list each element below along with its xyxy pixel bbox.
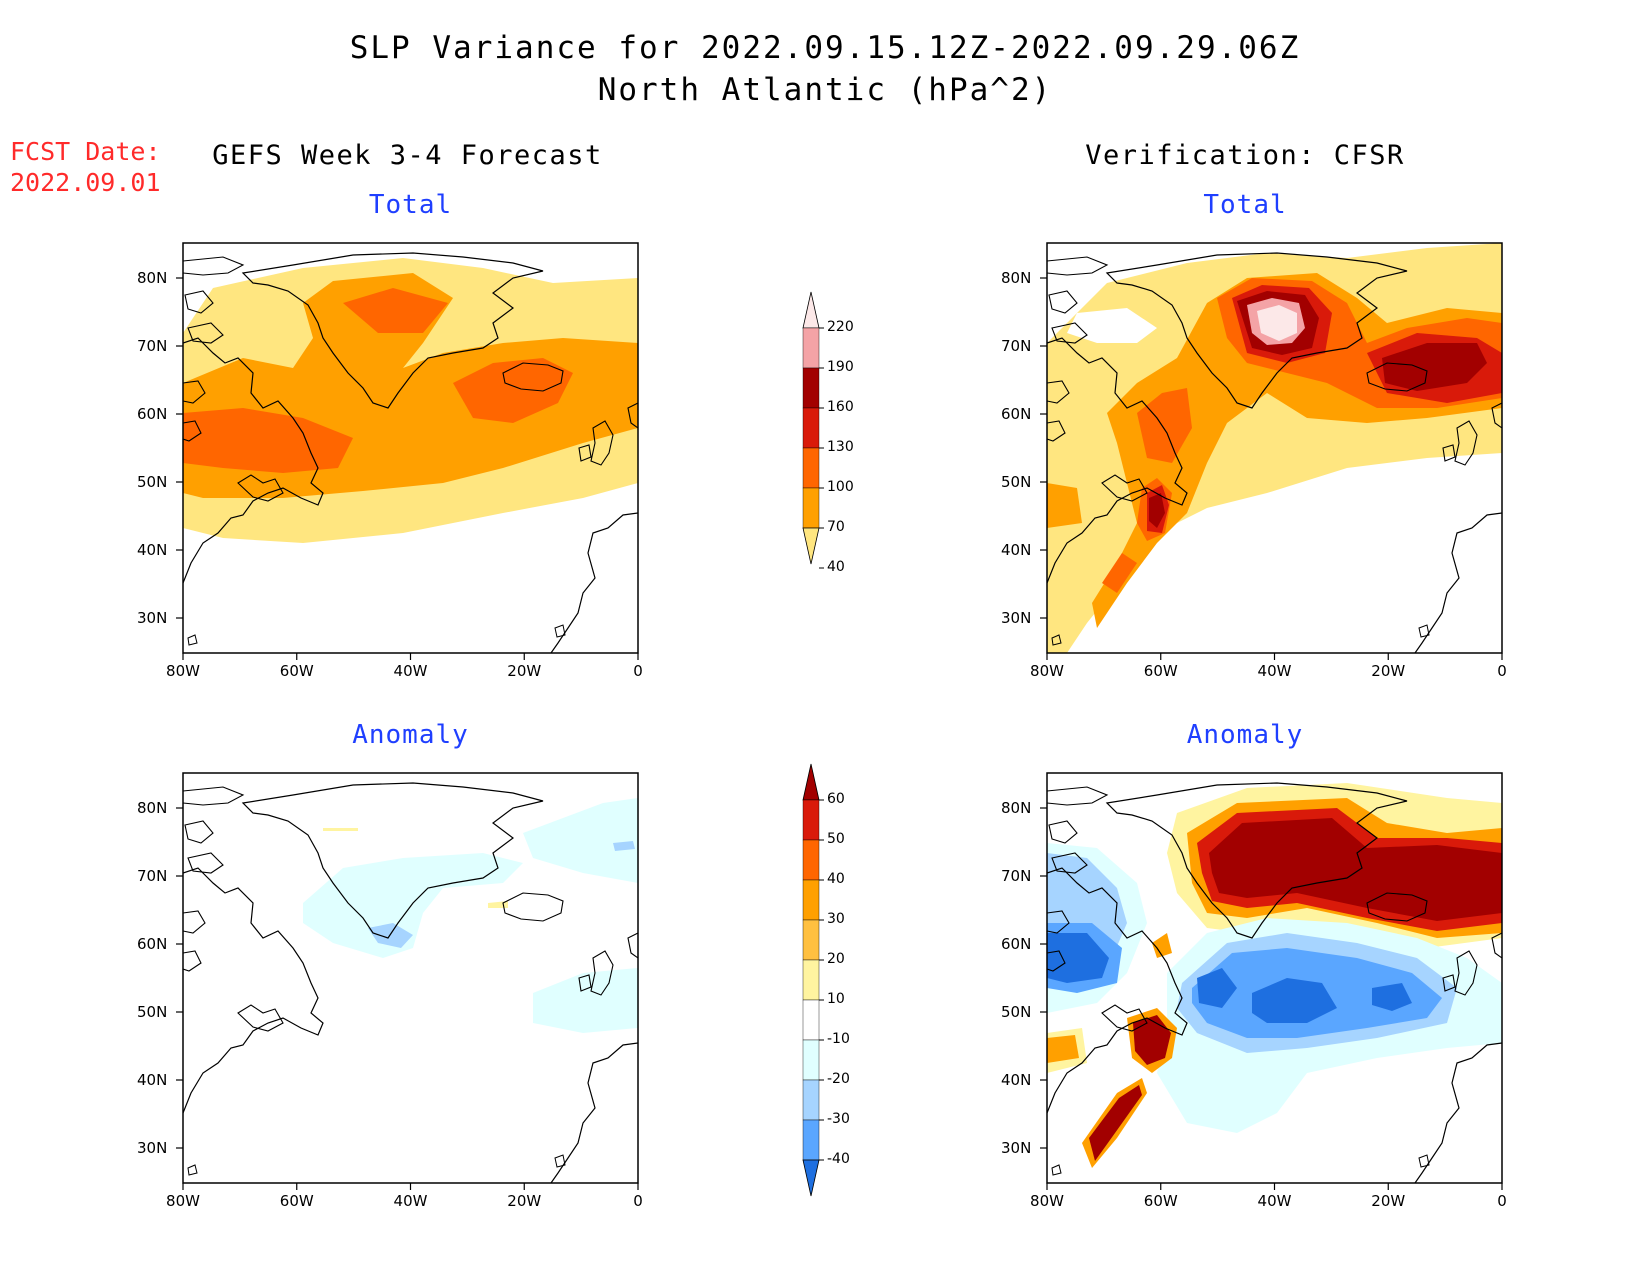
lat-tick-label: 80N: [1001, 799, 1032, 817]
lat-tick-label: 30N: [137, 1139, 168, 1157]
main-subtitle: North Atlantic (hPa^2): [597, 72, 1053, 108]
lat-tick-label: 60N: [1001, 405, 1032, 423]
left-column-header: GEFS Week 3-4 Forecast: [212, 140, 603, 171]
colorbar-total: [802, 291, 824, 569]
lat-tick-label: 40N: [1001, 1071, 1032, 1089]
lat-tick-label: 80N: [137, 799, 168, 817]
colorbar-label: 190: [827, 359, 854, 375]
colorbar-top-arrow: [802, 291, 820, 329]
lat-tick-label: 30N: [1001, 609, 1032, 627]
lat-tick-label: 70N: [137, 867, 168, 885]
lon-tick-label: 60W: [279, 1192, 314, 1210]
colorbar-segment: [802, 447, 820, 489]
colorbar-label: 50: [827, 831, 845, 847]
lon-tick-label: 20W: [1371, 662, 1406, 680]
lat-tick-label: 80N: [1001, 269, 1032, 287]
colorbar-label: 40: [827, 559, 845, 575]
colorbar-segment: [802, 919, 820, 961]
colorbar-label: 20: [827, 951, 845, 967]
colorbar-label: 40: [827, 871, 845, 887]
colorbar-segment: [802, 1119, 820, 1161]
lat-tick-label: 70N: [137, 337, 168, 355]
lat-tick-label: 50N: [1001, 473, 1032, 491]
colorbar-segment: [802, 879, 820, 921]
colorbar-label: -20: [827, 1071, 850, 1087]
colorbar-segment: [802, 367, 820, 409]
right-column-header: Verification: CFSR: [1085, 140, 1405, 171]
fcst-date: 2022.09.01: [10, 168, 161, 197]
lon-tick-label: 20W: [507, 662, 542, 680]
colorbar-label: 160: [827, 399, 854, 415]
lat-tick-label: 70N: [1001, 867, 1032, 885]
panel-title-total-verification: Total: [1203, 190, 1287, 220]
colorbar-label: 100: [827, 479, 854, 495]
lat-tick-label: 50N: [137, 1003, 168, 1021]
colorbar-segment: [802, 327, 820, 369]
lon-tick-label: 80W: [1030, 1192, 1064, 1210]
panel-title-total-forecast: Total: [368, 190, 453, 220]
lon-tick-label: 20W: [1371, 1192, 1406, 1210]
lat-tick-label: 50N: [1001, 1003, 1032, 1021]
lon-tick-label: 0: [633, 1192, 643, 1210]
lat-tick-label: 30N: [137, 609, 168, 627]
panel-title-anomaly-forecast: Anomaly: [352, 720, 469, 750]
lon-tick-label: 60W: [279, 662, 314, 680]
lat-tick-label: 40N: [1001, 541, 1032, 559]
main-title: SLP Variance for 2022.09.15.12Z-2022.09.…: [349, 30, 1301, 66]
map-panel-total-verification: [1046, 242, 1503, 654]
colorbar-anomaly: [802, 763, 824, 1197]
lat-tick-label: 80N: [137, 269, 168, 287]
lon-tick-label: 60W: [1143, 1192, 1178, 1210]
lat-tick-label: 70N: [1001, 337, 1032, 355]
colorbar-segment: [802, 999, 820, 1041]
colorbar-segment: [802, 487, 820, 529]
colorbar-segment: [802, 407, 820, 449]
lon-tick-label: 20W: [507, 1192, 542, 1210]
lon-tick-label: 40W: [393, 662, 428, 680]
colorbar-label: 30: [827, 911, 845, 927]
colorbar-label: -10: [827, 1031, 850, 1047]
panel-title-anomaly-verification: Anomaly: [1186, 720, 1304, 750]
lat-tick-label: 60N: [137, 935, 168, 953]
colorbar-segment: [802, 1079, 820, 1121]
lon-tick-label: 0: [633, 662, 643, 680]
colorbar-label: 130: [827, 439, 854, 455]
lon-tick-label: 60W: [1143, 662, 1178, 680]
lat-tick-label: 40N: [137, 1071, 168, 1089]
colorbar-label: 60: [827, 791, 845, 807]
colorbar-label: 70: [827, 519, 845, 535]
colorbar-bottom-arrow: [802, 527, 820, 565]
lon-tick-label: 0: [1497, 662, 1507, 680]
lon-tick-label: 40W: [393, 1192, 428, 1210]
axis-ticks: [176, 277, 1503, 1190]
colorbar-segment: [802, 959, 820, 1001]
colorbar-label: 220: [827, 319, 854, 335]
lat-tick-label: 40N: [137, 541, 168, 559]
colorbar-label: -30: [827, 1111, 850, 1127]
colorbar-segment: [802, 839, 820, 881]
lon-tick-label: 80W: [166, 1192, 200, 1210]
lat-tick-label: 60N: [1001, 935, 1032, 953]
lon-tick-label: 0: [1497, 1192, 1507, 1210]
map-panel-anomaly-forecast: [182, 772, 639, 1184]
fcst-label: FCST Date:: [10, 137, 161, 166]
colorbar-label: 10: [827, 991, 845, 1007]
lon-tick-label: 80W: [1030, 662, 1064, 680]
colorbar-bottom-arrow: [802, 1159, 820, 1197]
colorbar-segment: [802, 799, 820, 841]
map-panel-total-forecast: [182, 242, 639, 654]
lon-tick-label: 80W: [166, 662, 200, 680]
lat-tick-label: 50N: [137, 473, 168, 491]
map-panel-anomaly-verification: [1046, 772, 1503, 1184]
colorbar-label: -40: [827, 1151, 850, 1167]
colorbar-top-arrow: [802, 763, 820, 801]
colorbar-segment: [802, 1039, 820, 1081]
lat-tick-label: 30N: [1001, 1139, 1032, 1157]
lat-tick-label: 60N: [137, 405, 168, 423]
lon-tick-label: 40W: [1257, 662, 1292, 680]
lon-tick-label: 40W: [1257, 1192, 1292, 1210]
